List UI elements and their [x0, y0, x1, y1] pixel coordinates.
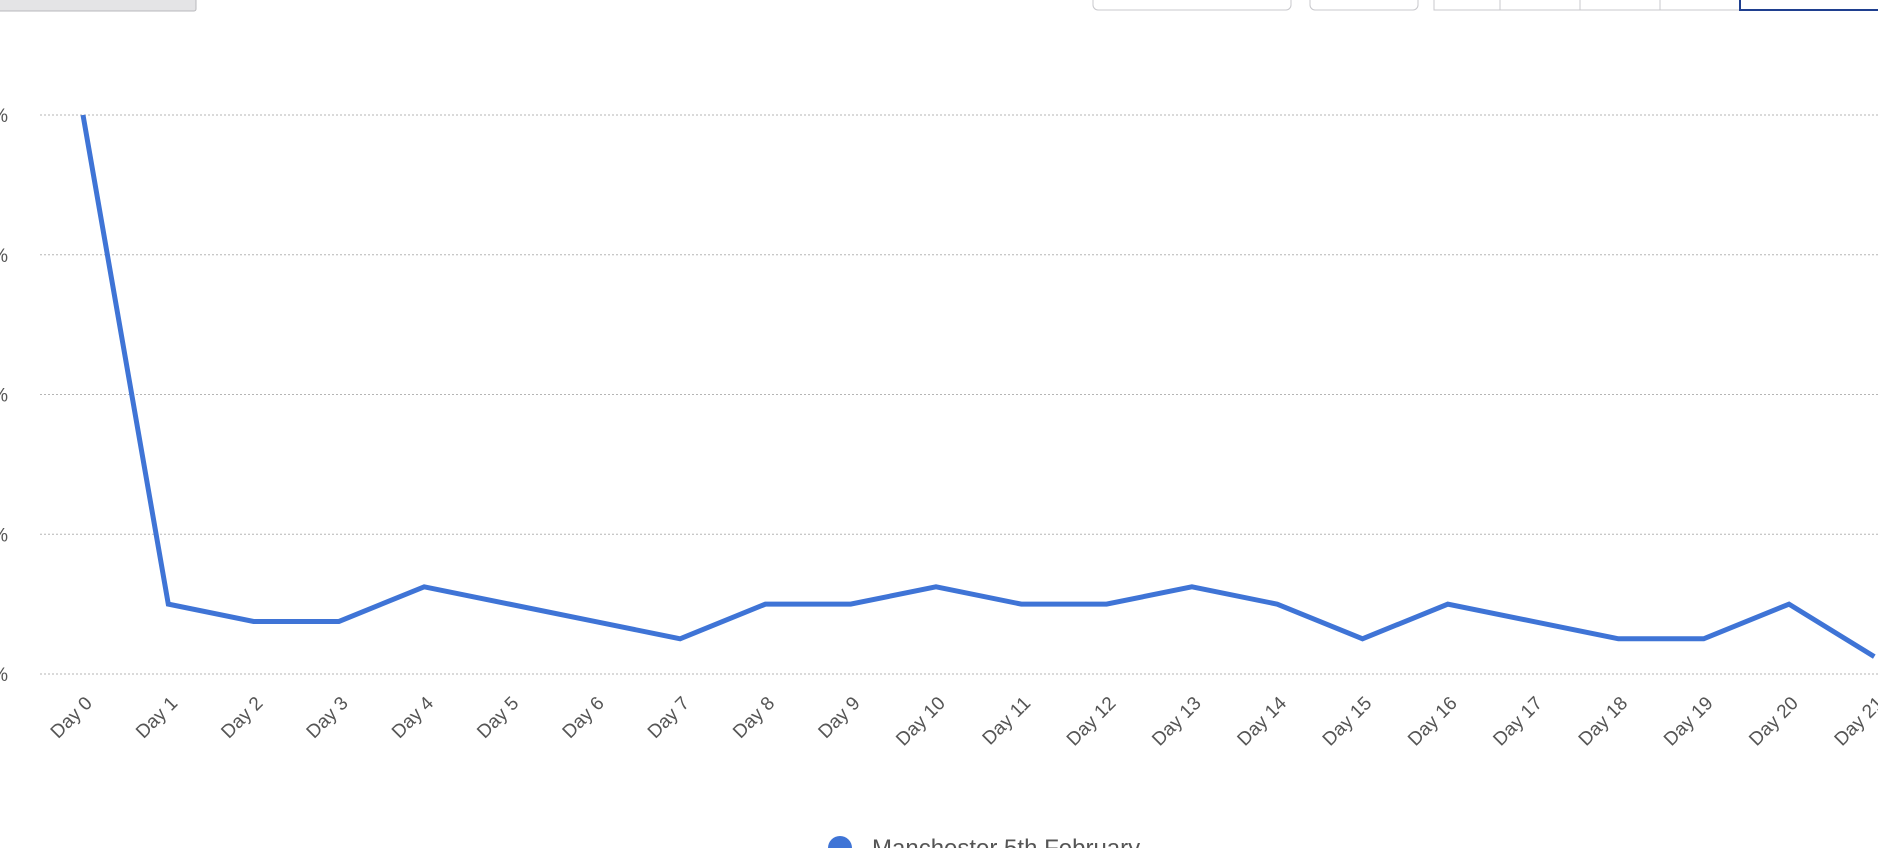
- x-tick-label: Day 0: [47, 693, 97, 743]
- x-tick-label: Day 21: [1831, 693, 1878, 750]
- legend-swatch: [828, 836, 852, 848]
- x-tick-label: Day 1: [132, 693, 182, 743]
- x-tick-label: Day 5: [473, 693, 523, 743]
- x-tick-label: Day 15: [1319, 693, 1376, 750]
- segment-button[interactable]: [1499, 0, 1581, 11]
- x-tick-label: Day 6: [559, 693, 609, 743]
- y-tick-label: %: [0, 106, 8, 127]
- x-tick-label: Day 9: [815, 693, 865, 743]
- x-tick-label: Day 20: [1745, 693, 1802, 750]
- x-tick-label: Day 18: [1575, 693, 1632, 750]
- x-tick-label: Day 2: [217, 693, 267, 743]
- legend-label: Manchester 5th February: [872, 835, 1140, 848]
- x-tick-label: Day 11: [979, 693, 1035, 749]
- x-tick-label: Day 7: [644, 693, 694, 743]
- segment-button[interactable]: [1659, 0, 1741, 11]
- x-tick-label: Day 16: [1404, 693, 1461, 750]
- y-tick-label: %: [0, 525, 8, 546]
- y-tick-label: %: [0, 246, 8, 267]
- dropdown[interactable]: [1309, 0, 1419, 11]
- x-tick-label: Day 10: [892, 693, 949, 750]
- segment-button-active[interactable]: [1739, 0, 1878, 11]
- x-tick-label: Day 8: [729, 693, 779, 743]
- x-tick-label: Day 14: [1234, 693, 1292, 751]
- x-tick-label: Day 4: [388, 693, 438, 743]
- x-tick-label: Day 3: [303, 693, 353, 743]
- segment-button[interactable]: [1433, 0, 1501, 11]
- x-tick-label: Day 19: [1660, 693, 1717, 750]
- x-tick-label: Day 17: [1489, 693, 1546, 750]
- tab-button[interactable]: [0, 0, 197, 12]
- segment-button[interactable]: [1579, 0, 1661, 11]
- x-tick-label: Day 13: [1148, 693, 1205, 750]
- series-line: [80, 114, 1876, 659]
- y-tick-label: %: [0, 665, 8, 686]
- dropdown[interactable]: [1092, 0, 1292, 11]
- x-tick-label: Day 12: [1063, 693, 1120, 750]
- y-tick-label: %: [0, 386, 8, 407]
